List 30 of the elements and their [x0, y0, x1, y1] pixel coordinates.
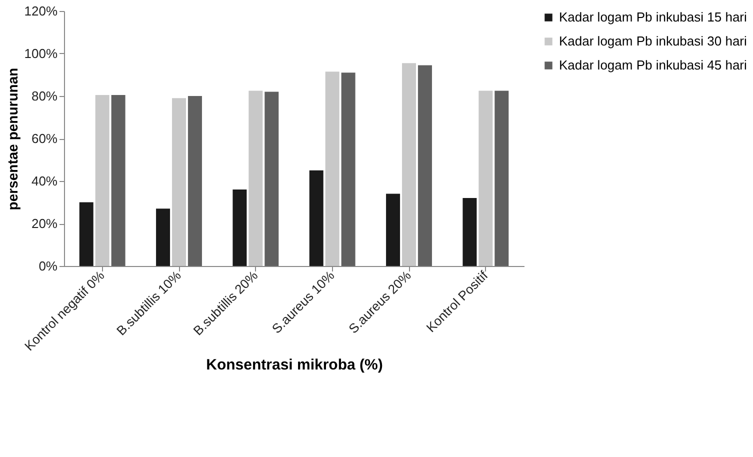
legend-label: Kadar logam Pb inkubasi 15 hari — [559, 10, 747, 24]
y-tick-label: 120% — [24, 4, 58, 18]
bar — [494, 90, 509, 266]
bar — [248, 90, 263, 266]
y-tick-label: 40% — [31, 174, 58, 188]
y-axis-title: persentae penurunan — [4, 68, 20, 210]
bar — [325, 72, 340, 266]
bar — [232, 190, 247, 266]
y-tick-label: 60% — [31, 131, 58, 146]
bar — [402, 63, 416, 266]
y-tick-label: 0% — [38, 258, 58, 274]
bar — [95, 94, 110, 266]
bar — [188, 96, 202, 266]
bar — [386, 194, 400, 266]
bar — [341, 72, 356, 266]
bar — [418, 65, 432, 266]
bar — [111, 94, 126, 266]
bar — [309, 170, 324, 266]
y-tick-label: 100% — [24, 46, 58, 61]
legend-label: Kadar logam Pb inkubasi 30 hari — [559, 34, 747, 48]
y-tick-label: 80% — [31, 88, 58, 104]
y-tick-label: 20% — [31, 216, 58, 231]
bar — [156, 208, 170, 266]
bar — [462, 198, 477, 266]
bar — [172, 98, 186, 266]
x-axis-title: Konsentrasi mikroba (%) — [206, 356, 383, 374]
legend-label: Kadar logam Pb inkubasi 45 hari — [559, 58, 747, 72]
bar — [79, 202, 94, 266]
bar — [478, 90, 493, 266]
bar — [264, 92, 279, 266]
